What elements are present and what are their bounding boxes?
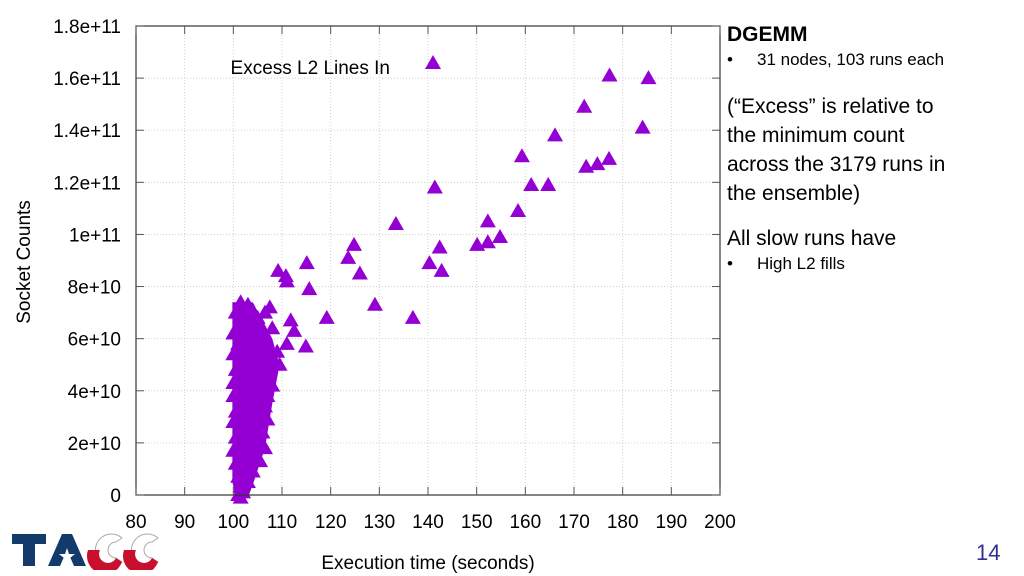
- note-line: the ensemble): [727, 182, 861, 205]
- x-tick-label: 100: [217, 512, 249, 533]
- note-line: the minimum count: [727, 124, 905, 147]
- y-axis-label: Socket Counts: [14, 200, 35, 324]
- y-tick-label: 1.8e+11: [53, 17, 121, 38]
- data-point-triangle: [318, 309, 335, 324]
- side-note: (“Excess” is relative to the minimum cou…: [727, 92, 1024, 208]
- y-tick-label: 1e+11: [69, 225, 121, 246]
- data-point-triangle: [421, 255, 438, 270]
- y-tick-label: 6e+10: [68, 330, 121, 351]
- data-point-triangle: [301, 281, 318, 296]
- data-point-triangle: [540, 176, 557, 191]
- data-point-triangle: [282, 312, 299, 327]
- y-tick-label: 1.4e+11: [53, 121, 121, 142]
- data-point-triangle: [340, 249, 357, 264]
- x-axis-label: Execution time (seconds): [321, 553, 534, 574]
- note-line: (“Excess” is relative to: [727, 95, 934, 118]
- data-point-triangle: [547, 127, 564, 142]
- data-point-triangle: [256, 304, 273, 319]
- legend-label: Excess L2 Lines In: [231, 58, 390, 79]
- data-point-triangle: [601, 150, 618, 165]
- y-tick-label: 1.2e+11: [53, 173, 121, 194]
- data-point-triangle: [366, 296, 383, 311]
- side-heading: DGEMM: [727, 23, 808, 46]
- data-point-triangle: [346, 236, 363, 251]
- data-point-triangle: [578, 158, 595, 173]
- data-point-triangle: [404, 309, 421, 324]
- data-point-triangle: [601, 67, 618, 82]
- note-line: across the 3179 runs in: [727, 153, 946, 176]
- x-tick-label: 170: [558, 512, 590, 533]
- data-point-triangle: [523, 176, 540, 191]
- data-point-triangle: [270, 262, 287, 277]
- bullet-icon: •: [727, 254, 733, 273]
- data-point-triangle: [513, 148, 530, 163]
- data-point-triangle: [479, 213, 496, 228]
- data-point-triangle: [492, 229, 509, 244]
- side-subheading: All slow runs have: [727, 227, 897, 250]
- x-tick-label: 180: [607, 512, 639, 533]
- x-tick-label: 110: [267, 512, 297, 533]
- data-point-triangle: [426, 179, 443, 194]
- y-tick-label: 1.6e+11: [53, 69, 121, 90]
- data-point-triangle: [264, 320, 281, 335]
- data-point-triangle: [298, 255, 315, 270]
- data-point-triangle: [576, 98, 593, 113]
- data-point-triangle: [431, 239, 448, 254]
- data-point-triangle: [589, 156, 606, 171]
- y-tick-label: 8e+10: [68, 278, 121, 299]
- data-point-triangle: [433, 262, 450, 277]
- data-point-triangle: [479, 234, 496, 249]
- x-tick-label: 90: [174, 512, 195, 533]
- y-tick-label: 4e+10: [68, 382, 121, 403]
- data-point-triangle: [286, 322, 303, 337]
- data-point-triangle: [387, 216, 404, 231]
- data-point-triangle: [510, 202, 527, 217]
- bullet-item: • High L2 fills: [727, 252, 1024, 276]
- legend: Excess L2 Lines In: [231, 55, 441, 79]
- dense-cluster-area: [232, 302, 280, 498]
- bullet-item: • 31 nodes, 103 runs each: [727, 48, 1024, 72]
- bullet-text: High L2 fills: [757, 254, 845, 273]
- data-point-triangle: [278, 335, 295, 350]
- x-tick-label: 130: [363, 512, 395, 533]
- x-tick-label: 190: [655, 512, 687, 533]
- x-tick-label: 80: [125, 512, 146, 533]
- page-number: 14: [976, 540, 1001, 565]
- tacc-logo: [12, 530, 162, 575]
- x-tick-labels: 80 90 100 110 120 130 140 150 160 170 180 190 200: [125, 512, 735, 533]
- data-points: [225, 67, 657, 504]
- x-tick-label: 150: [461, 512, 493, 533]
- bullet-text: 31 nodes, 103 runs each: [757, 50, 945, 69]
- bullet-icon: •: [727, 50, 733, 69]
- data-point-triangle: [297, 338, 314, 353]
- data-point-triangle: [351, 265, 368, 280]
- side-panel: DGEMM • 31 nodes, 103 runs each (“Excess…: [727, 22, 1024, 276]
- y-tick-label: 0: [110, 486, 121, 507]
- data-point-triangle: [640, 70, 657, 85]
- x-tick-label: 140: [412, 512, 444, 533]
- axis-ticks: [135, 25, 721, 496]
- y-tick-label: 2e+10: [68, 434, 121, 455]
- legend-marker-triangle-icon: [425, 55, 441, 69]
- data-point-triangle: [634, 119, 651, 134]
- data-point-triangle: [278, 273, 295, 288]
- x-tick-label: 160: [509, 512, 541, 533]
- x-tick-label: 120: [315, 512, 347, 533]
- y-tick-labels: 0 2e+10 4e+10 6e+10 8e+10 1e+11 1.2e+11 1.4e+11…: [53, 17, 121, 507]
- data-point-triangle: [469, 236, 486, 251]
- x-tick-label: 200: [704, 512, 736, 533]
- tacc-logo-icon: [12, 533, 159, 575]
